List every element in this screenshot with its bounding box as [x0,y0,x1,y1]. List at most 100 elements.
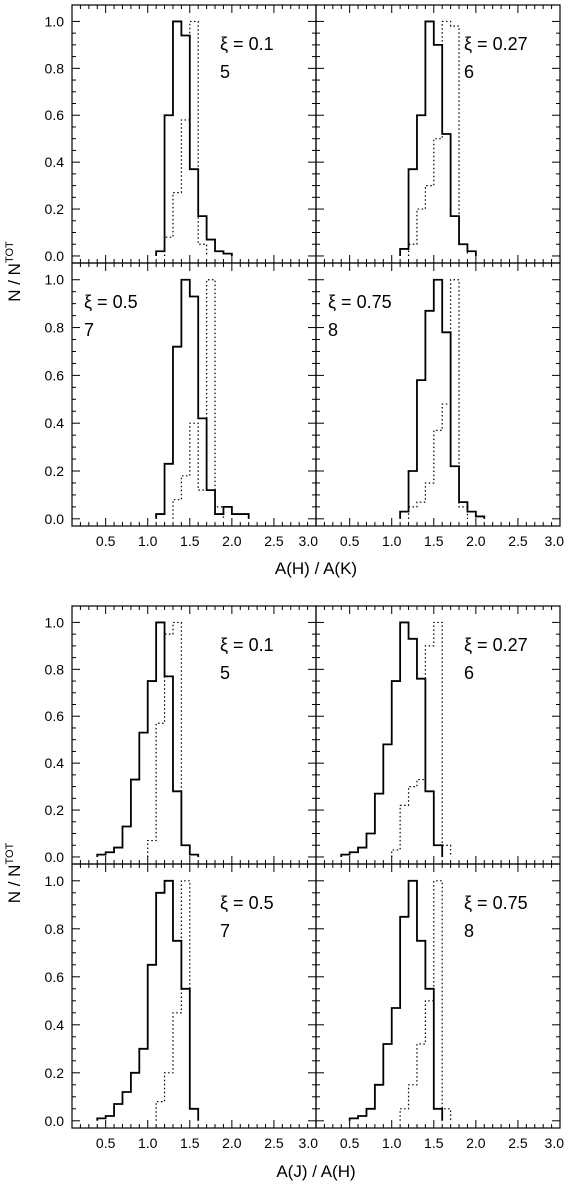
x-tick-label: 0.5 [96,1135,116,1151]
panel-label: ξ = 0.27 [464,34,528,54]
y-tick-label: 0.4 [45,154,65,170]
x-axis-label: A(H) / A(K) [275,559,357,578]
y-axis-label-superscript: TOT [4,842,16,864]
x-tick-label: 1.0 [382,1135,402,1151]
panel-label: 6 [464,62,474,82]
panel-1-4: 0.5 1.0 1.5 2.0 2.5 3.0 ξ = 0.75 8 [315,262,565,549]
solid-histogram [399,20,477,256]
y-tick-label: 1.0 [45,614,65,630]
panel-label: 7 [84,320,94,340]
panel-frame [315,863,561,1129]
solid-histogram [96,621,200,857]
x-tick-label: 3.0 [545,533,565,549]
panel-frame [315,262,561,527]
solid-histogram [399,278,486,519]
y-axis-label: N / NTOT [4,241,24,302]
y-tick-label: 0.2 [45,201,65,217]
dotted-histogram [399,880,452,1121]
x-tick-label: 0.5 [340,533,360,549]
x-tick-label: 2.5 [508,533,528,549]
panel-label: 5 [220,62,230,82]
panel-2-2: ξ = 0.27 6 [315,605,561,865]
solid-histogram [155,278,250,519]
solid-histogram [155,20,233,256]
panel-label: ξ = 0.27 [464,635,528,655]
y-tick-label: 0.8 [45,661,65,677]
dotted-histogram [147,621,191,857]
y-tick-label: 1.0 [45,13,65,29]
panel-2-4: 0.5 1.0 1.5 2.0 2.5 3.0 ξ = 0.75 8 [315,863,565,1151]
y-tick-label: 1.0 [45,272,65,288]
y-axis-label-superscript: TOT [4,241,16,263]
panel-label: 8 [464,921,474,941]
y-tick-label: 0.6 [45,969,65,985]
histogram-block-1: 0.00.20.40.60.81.0ξ = 0.15ξ = 0.2760.00.… [4,4,565,578]
solid-histogram [340,621,444,857]
panel-label: ξ = 0.75 [328,292,392,312]
x-tick-label: 1.5 [424,533,444,549]
panel-2-3: 0.0 0.2 0.4 0.6 0.8 1.0 0.5 1.0 1.5 2.0 2.5 3.0 ξ = … [45,863,319,1151]
x-tick-label: 2.0 [222,533,242,549]
panel-label: 7 [220,921,230,941]
panel-1-3: 0.0 0.2 0.4 0.6 0.8 1.0 0.5 1.0 1.5 2.0 2.5 3.0 ξ = … [45,262,319,549]
y-axis-label: N / NTOT [4,842,24,903]
panel-label: ξ = 0.1 [220,34,274,54]
y-tick-label: 0.4 [45,1017,65,1033]
y-tick-label: 0.6 [45,367,65,383]
dotted-histogram [155,880,199,1121]
x-tick-label: 1.5 [180,1135,200,1151]
solid-histogram [96,879,200,1121]
x-tick-label: 2.0 [222,1135,242,1151]
x-tick-label: 2.5 [264,1135,284,1151]
panel-frame [71,605,317,865]
y-tick-label: 0.8 [45,921,65,937]
y-axis-label-main: N / N [5,865,24,904]
x-tick-label: 2.5 [264,533,284,549]
panel-1-1: 0.0 0.2 0.4 0.6 0.8 1.0 ξ = 0.1 5 [45,4,317,264]
y-tick-label: 0.0 [45,248,65,264]
y-tick-label: 0.0 [45,849,65,865]
panel-label: 8 [328,320,338,340]
y-tick-label: 0.8 [45,320,65,336]
x-tick-label: 1.0 [382,533,402,549]
panel-2-1: 0.0 0.2 0.4 0.6 0.8 1.0 ξ = 0.1 5 [45,605,317,865]
panel-label: ξ = 0.5 [84,292,138,312]
y-tick-label: 0.6 [45,708,65,724]
y-tick-label: 0.2 [45,463,65,479]
panel-label: ξ = 0.1 [220,635,274,655]
panel-frame [71,4,317,264]
y-tick-label: 0.2 [45,1065,65,1081]
y-axis-label-main: N / N [5,263,24,302]
x-tick-label: 0.5 [96,533,116,549]
y-tick-label: 0.6 [45,107,65,123]
panel-frame [71,863,317,1129]
dotted-histogram [391,621,452,857]
x-tick-label: 2.5 [508,1135,528,1151]
solid-histogram [348,879,444,1121]
x-tick-label: 3.0 [299,533,319,549]
x-tick-label: 1.5 [180,533,200,549]
x-tick-label: 3.0 [545,1135,565,1151]
x-tick-label: 3.0 [299,1135,319,1151]
y-tick-label: 0.4 [45,755,65,771]
x-tick-label: 0.5 [340,1135,360,1151]
dotted-histogram [172,279,225,519]
y-tick-label: 0.8 [45,60,65,76]
panel-label: 6 [464,663,474,683]
x-tick-label: 2.0 [466,533,486,549]
dotted-histogram [163,20,208,256]
panel-label: 5 [220,663,230,683]
panel-label: ξ = 0.75 [464,893,528,913]
y-tick-label: 0.0 [45,511,65,527]
histogram-block-2: 0.00.20.40.60.81.0ξ = 0.15ξ = 0.2760.00.… [4,605,565,1181]
y-tick-label: 0.4 [45,415,65,431]
x-tick-label: 1.0 [138,1135,158,1151]
x-tick-label: 1.5 [424,1135,444,1151]
x-tick-label: 1.0 [138,533,158,549]
x-axis-label: A(J) / A(H) [276,1162,355,1181]
panel-1-2: ξ = 0.27 6 [315,4,561,264]
y-tick-label: 1.0 [45,873,65,889]
panel-label: ξ = 0.5 [220,893,274,913]
y-tick-label: 0.0 [45,1113,65,1129]
